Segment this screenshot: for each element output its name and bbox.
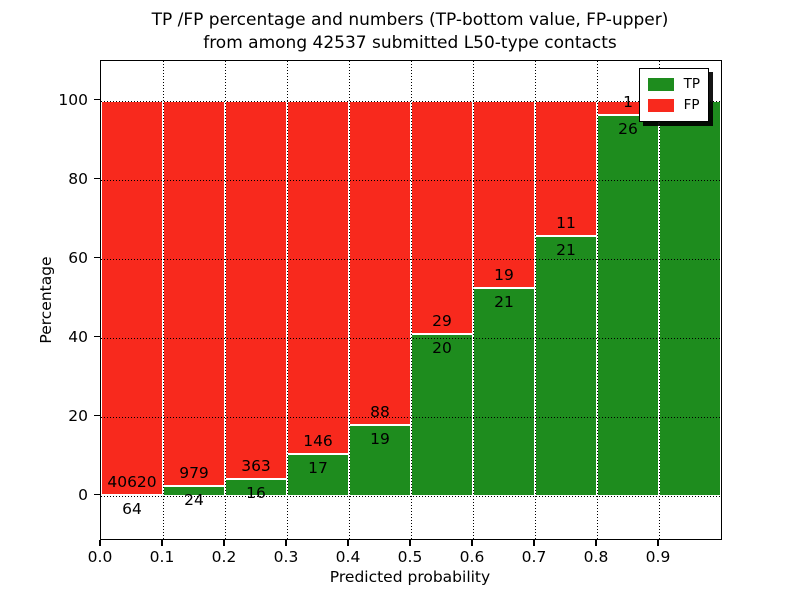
annotation-tp-count: 21 — [494, 293, 514, 312]
x-axis-tick — [533, 540, 535, 546]
plot-area: TP FP 40620 64 979 24 363 16 146 17 88 19 29 20 19 21 1… — [100, 60, 722, 540]
x-axis-tick — [595, 540, 597, 546]
vertical-gridline — [659, 61, 660, 539]
legend-item-fp: FP — [647, 95, 700, 116]
annotation-tp-count: 19 — [370, 430, 390, 449]
vertical-gridline — [163, 61, 164, 539]
annotation-fp-count: 11 — [556, 214, 576, 233]
fp-bar-segment — [411, 100, 473, 335]
tp-bar-segment — [411, 334, 473, 496]
x-axis-tick — [347, 540, 349, 546]
x-axis-tick — [657, 540, 659, 546]
annotation-tp-count: 17 — [308, 459, 328, 478]
y-tick-label: 40 — [68, 327, 88, 346]
x-tick-label: 0.0 — [87, 548, 113, 566]
y-axis-tick — [94, 493, 100, 496]
y-axis-tick — [94, 177, 100, 180]
x-tick-label: 0.2 — [211, 548, 237, 566]
vertical-gridline — [411, 61, 412, 539]
y-axis-tick — [94, 256, 100, 259]
y-axis-tick — [94, 335, 100, 338]
annotation-tp-count: 20 — [432, 339, 452, 358]
tp-bar-segment — [287, 454, 349, 496]
vertical-gridline — [473, 61, 474, 539]
legend-item-tp: TP — [647, 74, 700, 95]
x-tick-label: 0.1 — [149, 548, 175, 566]
x-axis-tick — [285, 540, 287, 546]
annotation-tp-count: 21 — [556, 241, 576, 260]
fp-bar-segment — [349, 100, 411, 426]
x-axis-tick — [409, 540, 411, 546]
annotation-fp-count: 40620 — [107, 472, 157, 491]
annotation-fp-count: 88 — [370, 403, 390, 422]
x-axis-tick — [161, 540, 163, 546]
annotation-tp-count: 16 — [246, 483, 266, 502]
annotation-fp-count: 146 — [303, 432, 333, 451]
fp-bar-segment — [225, 100, 287, 479]
legend-box: TP FP — [638, 68, 709, 122]
vertical-gridline — [535, 61, 536, 539]
fp-bar-segment — [473, 100, 535, 289]
fp-bar-segment — [287, 100, 349, 455]
annotation-fp-count: 19 — [494, 266, 514, 285]
x-tick-label: 0.5 — [397, 548, 423, 566]
x-axis-tick — [471, 540, 473, 546]
tp-bar-segment — [349, 425, 411, 496]
x-tick-label: 0.9 — [645, 548, 671, 566]
annotation-tp-count: 26 — [618, 120, 638, 139]
y-axis-tick — [94, 414, 100, 417]
x-axis-tick — [99, 540, 101, 546]
legend-label: TP — [683, 76, 700, 92]
vertical-gridline — [225, 61, 226, 539]
vertical-gridline — [597, 61, 598, 539]
fp-bar-segment — [101, 100, 163, 495]
x-tick-label: 0.3 — [273, 548, 299, 566]
x-axis-label: Predicted probability — [329, 568, 491, 586]
annotation-tp-count: 24 — [184, 491, 204, 510]
chart-title-line-1: TP /FP percentage and numbers (TP-bottom… — [151, 10, 669, 30]
vertical-gridline — [349, 61, 350, 539]
tp-bar-segment — [535, 236, 597, 496]
annotation-fp-count: 979 — [179, 464, 209, 483]
x-axis-tick — [223, 540, 225, 546]
y-tick-label: 100 — [58, 90, 88, 109]
y-tick-label: 20 — [68, 406, 88, 425]
chart-title-line-2: from among 42537 submitted L50-type cont… — [203, 33, 617, 53]
y-tick-label: 80 — [68, 169, 88, 188]
annotation-tp-count: 64 — [122, 499, 142, 518]
annotation-fp-count: 363 — [241, 456, 271, 475]
tp-bar-segment — [473, 288, 535, 496]
vertical-gridline — [287, 61, 288, 539]
y-axis-tick — [94, 98, 100, 101]
legend-swatch-tp — [647, 78, 674, 91]
x-tick-label: 0.8 — [583, 548, 609, 566]
fp-bar-segment — [163, 100, 225, 487]
legend-swatch-fp — [647, 99, 674, 112]
y-tick-label: 60 — [68, 248, 88, 267]
x-tick-label: 0.6 — [459, 548, 485, 566]
tp-bar-segment — [659, 100, 721, 496]
x-tick-label: 0.7 — [521, 548, 547, 566]
annotation-fp-count: 1 — [623, 93, 633, 112]
x-tick-label: 0.4 — [335, 548, 361, 566]
tp-bar-segment — [597, 115, 659, 496]
y-tick-label: 0 — [78, 485, 88, 504]
annotation-fp-count: 29 — [432, 312, 452, 331]
legend-label: FP — [683, 97, 700, 113]
